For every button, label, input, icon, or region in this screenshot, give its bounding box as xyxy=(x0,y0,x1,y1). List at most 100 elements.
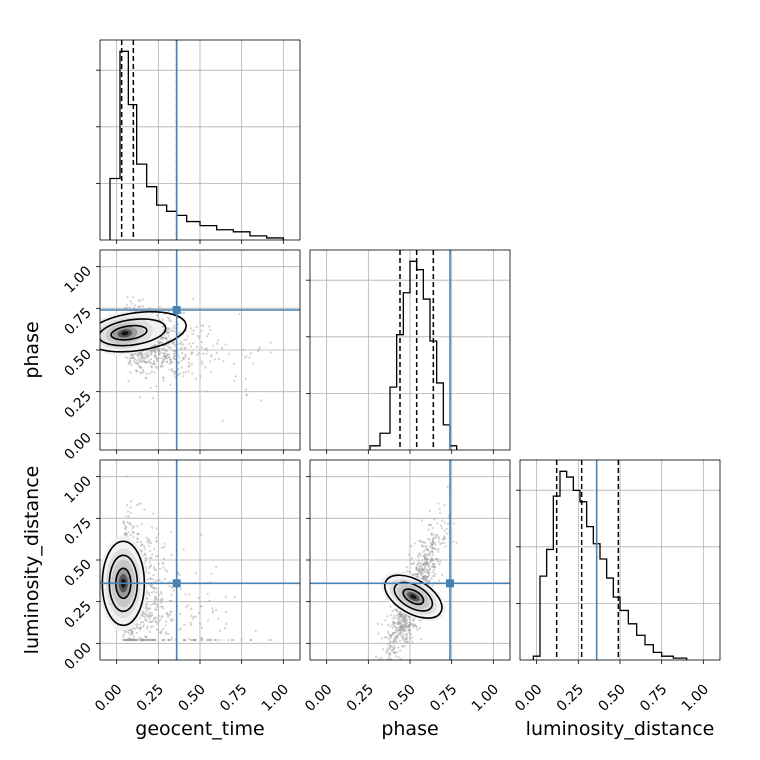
scatter-point xyxy=(187,370,190,373)
scatter-point xyxy=(138,628,141,631)
scatter-point xyxy=(153,354,156,358)
scatter-point xyxy=(217,339,220,342)
scatter-point xyxy=(409,617,412,620)
scatter-point xyxy=(157,350,161,354)
scatter-point xyxy=(162,562,165,565)
scatter-point xyxy=(157,349,160,352)
scatter-point xyxy=(423,541,427,544)
scatter-point xyxy=(154,356,157,359)
scatter-point xyxy=(159,567,162,570)
y-tick-label: 0.00 xyxy=(61,640,94,673)
scatter-point xyxy=(144,603,147,606)
scatter-point xyxy=(135,631,138,634)
scatter-point xyxy=(392,631,395,635)
scatter-point xyxy=(407,616,410,619)
scatter-point xyxy=(378,679,380,681)
contour-lines xyxy=(383,574,443,619)
scatter-point xyxy=(233,379,236,382)
scatter-point xyxy=(145,602,149,605)
scatter-point xyxy=(166,353,169,357)
scatter-point xyxy=(164,624,167,627)
scatter-point xyxy=(183,623,186,627)
scatter-point xyxy=(202,324,205,328)
scatter-point xyxy=(141,353,144,357)
scatter-point xyxy=(404,620,408,623)
scatter-point xyxy=(408,571,412,574)
x-tick-label: 1.00 xyxy=(469,682,502,715)
scatter-point xyxy=(418,552,421,555)
scatter-point xyxy=(143,638,146,642)
scatter-point xyxy=(131,530,134,533)
scatter-point xyxy=(168,613,171,616)
scatter-point xyxy=(161,365,164,368)
scatter-point xyxy=(403,616,406,619)
scatter-point xyxy=(399,628,402,631)
scatter-point xyxy=(407,629,411,632)
scatter-point xyxy=(404,638,407,641)
scatter-point xyxy=(428,580,431,583)
scatter-point xyxy=(125,504,129,507)
scatter-point xyxy=(406,570,409,573)
scatter-point xyxy=(188,364,192,367)
scatter-point xyxy=(136,525,139,528)
scatter-point xyxy=(159,365,162,368)
scatter-point xyxy=(157,562,160,565)
scatter-point xyxy=(394,629,397,632)
scatter-point xyxy=(441,538,444,541)
scatter-point xyxy=(384,619,387,622)
scatter-point xyxy=(126,357,129,360)
scatter-point xyxy=(168,362,171,365)
scatter-point xyxy=(150,585,153,589)
scatter-point xyxy=(428,568,432,571)
scatter-point xyxy=(139,360,142,363)
scatter-point xyxy=(433,547,436,550)
x-tick-label: 0.25 xyxy=(344,682,377,715)
scatter-point xyxy=(169,357,172,361)
scatter-point xyxy=(154,595,157,598)
scatter-point xyxy=(141,358,144,361)
scatter-point xyxy=(403,622,406,625)
scatter-point xyxy=(160,336,163,339)
scatter-point xyxy=(404,620,407,623)
scatter-point xyxy=(170,620,173,623)
scatter-point xyxy=(386,650,389,653)
scatter-point xyxy=(250,638,253,642)
scatter-point xyxy=(146,625,149,628)
x-tick-label: 0.00 xyxy=(302,682,335,715)
scatter-point xyxy=(151,349,155,352)
scatter-point xyxy=(206,638,210,642)
scatter-point xyxy=(428,538,431,541)
scatter-point xyxy=(426,554,429,557)
scatter-point xyxy=(398,610,401,613)
scatter-point xyxy=(166,345,170,348)
scatter-point xyxy=(167,613,170,617)
scatter-point xyxy=(386,623,390,626)
scatter-point xyxy=(414,566,418,569)
scatter-point xyxy=(131,632,134,636)
scatter-point xyxy=(129,361,132,364)
scatter-point xyxy=(130,630,133,633)
scatter-point xyxy=(424,568,427,571)
scatter-point xyxy=(193,638,196,642)
scatter-point xyxy=(128,633,131,636)
scatter-point xyxy=(446,485,449,488)
scatter-point xyxy=(183,338,186,342)
scatter-point xyxy=(432,565,435,568)
scatter-point xyxy=(149,349,152,353)
scatter-point xyxy=(144,361,147,364)
scatter-point xyxy=(436,522,439,525)
scatter-point xyxy=(399,625,402,628)
scatter-point xyxy=(226,638,229,642)
scatter-point xyxy=(392,650,395,653)
scatter-point xyxy=(424,578,427,581)
scatter-point xyxy=(153,348,156,351)
scatter-point xyxy=(432,562,436,566)
scatter-point xyxy=(424,575,427,578)
histogram-panel-geocent_time xyxy=(96,39,301,244)
scatter-point xyxy=(399,615,402,618)
scatter-point xyxy=(427,575,430,578)
scatter-point xyxy=(438,508,441,511)
scatter-point xyxy=(396,634,399,637)
scatter-point xyxy=(403,629,406,632)
scatter-point xyxy=(423,575,426,578)
